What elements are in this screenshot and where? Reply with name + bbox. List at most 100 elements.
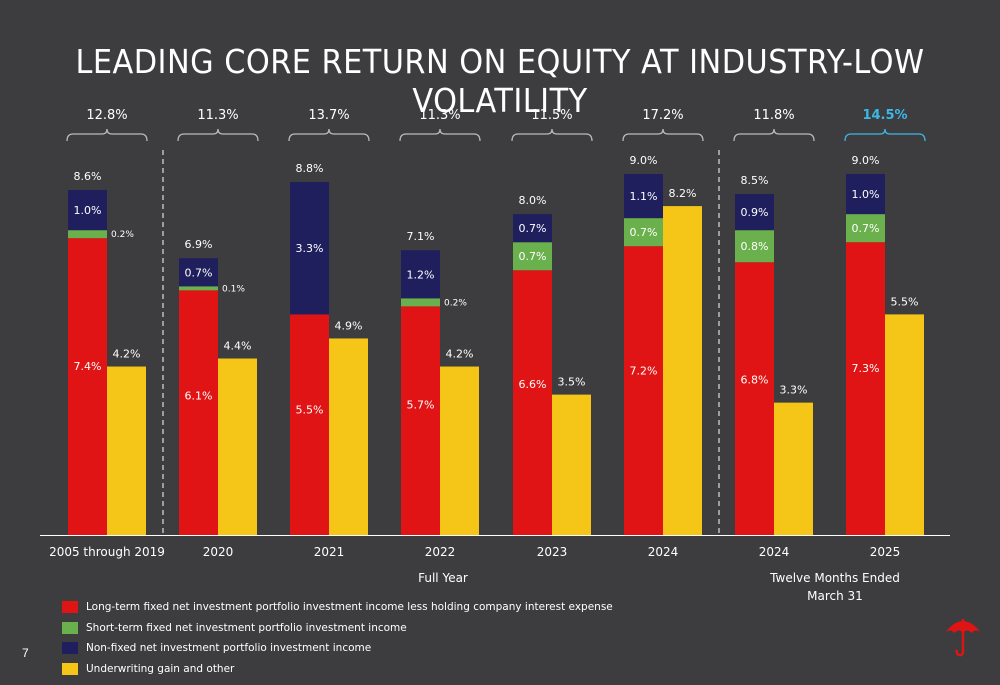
- legend-label-non-fixed: Non-fixed net investment portfolio inves…: [86, 642, 372, 655]
- total-roe-label: 11.3%: [419, 108, 460, 123]
- data-label-underwriting: 4.9%: [335, 319, 363, 332]
- legend-item-underwriting: Underwriting gain and other: [62, 659, 613, 680]
- bar-underwriting: [440, 366, 479, 535]
- legend-item-long-term: Long-term fixed net investment portfolio…: [62, 597, 613, 618]
- legend-item-short-term: Short-term fixed net investment portfoli…: [62, 618, 613, 639]
- data-label-non-fixed: 1.2%: [407, 268, 435, 281]
- total-roe-label: 11.5%: [531, 108, 572, 123]
- bar-short-term: [179, 286, 218, 291]
- data-label-short-term: 0.7%: [852, 222, 880, 235]
- investment-total-label: 6.9%: [185, 238, 213, 251]
- total-brace: [399, 128, 481, 142]
- bar-non-fixed: [846, 174, 885, 215]
- data-label-short-term: 0.1%: [222, 284, 245, 294]
- data-label-short-term: 0.8%: [741, 240, 769, 253]
- bar-short-term: [624, 218, 663, 247]
- data-label-long-term: 6.1%: [185, 390, 213, 403]
- x-tick-label-2025: 2025: [870, 545, 901, 559]
- data-label-non-fixed: 0.9%: [741, 206, 769, 219]
- investment-total-label: 8.6%: [74, 170, 102, 183]
- data-label-underwriting: 4.2%: [446, 348, 474, 361]
- data-label-non-fixed: 0.7%: [185, 266, 213, 279]
- data-label-long-term: 5.5%: [296, 403, 324, 416]
- legend-label-short-term: Short-term fixed net investment portfoli…: [86, 621, 407, 634]
- bar-non-fixed: [290, 182, 329, 315]
- x-tick-label-2024: 2024: [648, 545, 679, 559]
- legend-swatch-non-fixed: [62, 642, 78, 655]
- umbrella-logo: [943, 613, 983, 664]
- x-tick-label-2020: 2020: [203, 545, 234, 559]
- data-label-short-term: 0.7%: [630, 226, 658, 239]
- investment-total-label: 9.0%: [852, 154, 880, 167]
- data-label-long-term: 7.3%: [852, 362, 880, 375]
- bar-short-term: [846, 214, 885, 243]
- data-label-underwriting: 8.2%: [669, 187, 697, 200]
- bar-underwriting: [774, 402, 813, 535]
- total-roe-label: 11.8%: [753, 108, 794, 123]
- page-number: 7: [22, 646, 29, 660]
- data-label-short-term: 0.2%: [444, 298, 467, 308]
- investment-total-label: 8.8%: [296, 162, 324, 175]
- bar-short-term: [513, 242, 552, 271]
- total-roe-label: 17.2%: [642, 108, 683, 123]
- data-label-long-term: 7.2%: [630, 364, 658, 377]
- total-brace: [844, 128, 926, 142]
- group-label-twelve-months-line1: Twelve Months Ended: [769, 571, 900, 585]
- data-label-long-term: 6.6%: [519, 378, 547, 391]
- legend: Long-term fixed net investment portfolio…: [62, 597, 613, 679]
- bar-non-fixed: [401, 250, 440, 299]
- x-tick-label-2024: 2024: [759, 545, 790, 559]
- bar-non-fixed: [513, 214, 552, 243]
- data-label-long-term: 5.7%: [407, 399, 435, 412]
- bar-long-term: [735, 262, 774, 535]
- data-label-underwriting: 3.3%: [780, 384, 808, 397]
- data-label-underwriting: 3.5%: [558, 376, 586, 389]
- group-label-full-year: Full Year: [418, 571, 468, 585]
- bar-long-term: [846, 242, 885, 535]
- data-label-non-fixed: 0.7%: [519, 222, 547, 235]
- x-tick-label-2022: 2022: [425, 545, 456, 559]
- data-label-non-fixed: 1.0%: [74, 204, 102, 217]
- data-label-non-fixed: 1.1%: [630, 190, 658, 203]
- bar-underwriting: [329, 338, 368, 535]
- total-brace: [66, 128, 148, 142]
- legend-item-non-fixed: Non-fixed net investment portfolio inves…: [62, 638, 613, 659]
- bar-non-fixed: [179, 258, 218, 287]
- data-label-non-fixed: 3.3%: [296, 242, 324, 255]
- bar-underwriting: [218, 358, 257, 535]
- bar-long-term: [401, 306, 440, 535]
- legend-swatch-long-term: [62, 601, 78, 614]
- bar-non-fixed: [624, 174, 663, 219]
- data-label-underwriting: 5.5%: [891, 295, 919, 308]
- bar-short-term: [68, 230, 107, 239]
- total-brace: [622, 128, 704, 142]
- data-label-underwriting: 4.2%: [113, 348, 141, 361]
- bar-short-term: [401, 298, 440, 307]
- legend-label-underwriting: Underwriting gain and other: [86, 662, 235, 675]
- total-roe-label: 14.5%: [862, 108, 907, 123]
- investment-total-label: 8.0%: [519, 194, 547, 207]
- investment-total-label: 9.0%: [630, 154, 658, 167]
- total-brace: [511, 128, 593, 142]
- bar-long-term: [513, 270, 552, 535]
- data-label-long-term: 6.8%: [741, 374, 769, 387]
- bar-underwriting: [552, 394, 591, 535]
- bar-underwriting: [107, 366, 146, 535]
- total-brace: [288, 128, 370, 142]
- data-label-short-term: 0.7%: [519, 250, 547, 263]
- data-label-underwriting: 4.4%: [224, 340, 252, 353]
- data-label-long-term: 7.4%: [74, 360, 102, 373]
- total-roe-label: 13.7%: [308, 108, 349, 123]
- bar-non-fixed: [68, 190, 107, 231]
- total-brace: [733, 128, 815, 142]
- investment-total-label: 7.1%: [407, 230, 435, 243]
- legend-label-long-term: Long-term fixed net investment portfolio…: [86, 601, 613, 614]
- bar-underwriting: [663, 206, 702, 536]
- bar-long-term: [290, 314, 329, 535]
- page-title: LEADING CORE RETURN ON EQUITY AT INDUSTR…: [75, 42, 925, 120]
- x-tick-label-2023: 2023: [537, 545, 568, 559]
- investment-total-label: 8.5%: [741, 174, 769, 187]
- total-roe-label: 11.3%: [197, 108, 238, 123]
